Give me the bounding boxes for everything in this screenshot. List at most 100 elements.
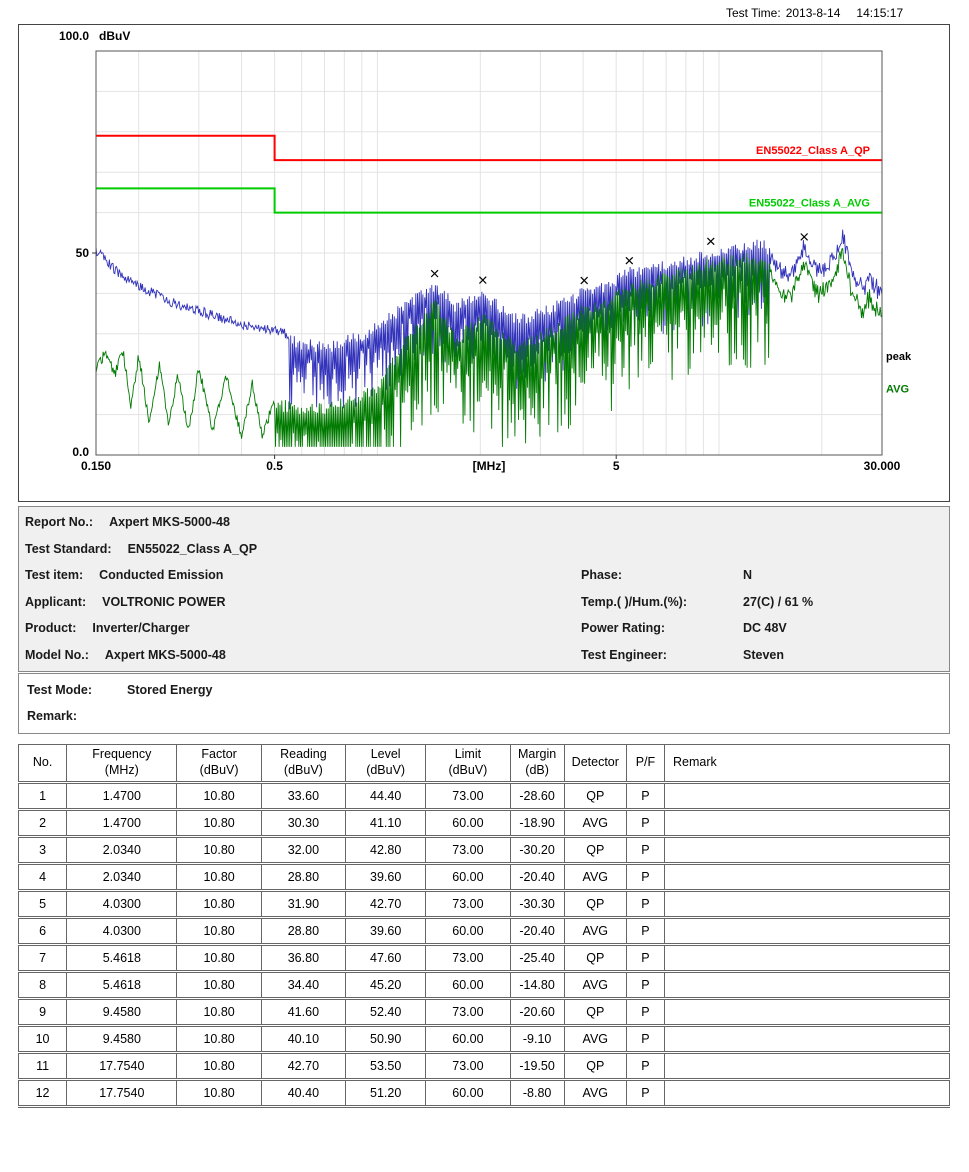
svg-text:50: 50 (76, 246, 90, 260)
table-cell: 1 (17, 782, 68, 811)
info-value: Inverter/Charger (92, 621, 190, 636)
table-header-row: No. Frequency (MHz) Factor (dBuV) Reading (… (17, 744, 950, 784)
table-cell: 31.90 (260, 890, 347, 919)
table-cell: 28.80 (260, 863, 347, 892)
table-cell: 10.80 (176, 944, 262, 973)
chart-panel: EN55022_Class A_QP EN55022_Class A_AVG 100… (18, 24, 950, 502)
table-row: 8 5.4618 10.80 34.40 45.20 60.00 -14.80 AVG P (17, 971, 950, 1000)
table-cell: 10.80 (176, 782, 262, 811)
table-cell: 5.4618 (66, 971, 178, 1000)
table-cell: 73.00 (425, 1052, 511, 1081)
table-header-cell: Margin (dB) (509, 744, 565, 784)
table-row: 10 9.4580 10.80 40.10 50.90 60.00 -9.10 AVG P (17, 1025, 950, 1054)
svg-text:0.150: 0.150 (81, 459, 111, 473)
table-cell: -25.40 (509, 944, 565, 973)
svg-text:0.5: 0.5 (266, 459, 283, 473)
table-cell: 7 (17, 944, 68, 973)
table-cell: 10.80 (176, 998, 262, 1027)
table-cell: 42.70 (345, 890, 427, 919)
table-cell: -30.20 (509, 836, 565, 865)
table-cell: P (625, 971, 666, 1000)
table-cell (664, 809, 950, 838)
table-cell: 60.00 (425, 809, 511, 838)
table-cell: 9.4580 (66, 1025, 178, 1054)
table-cell (664, 917, 950, 946)
table-cell: 10.80 (176, 863, 262, 892)
table-cell: 73.00 (425, 836, 511, 865)
results-table-head: No. Frequency (MHz) Factor (dBuV) Reading (… (17, 744, 950, 784)
info-row: Product: Inverter/Charger Power Rating: … (19, 615, 949, 642)
table-cell: 10.80 (176, 917, 262, 946)
table-cell: -28.60 (509, 782, 565, 811)
table-cell: 2 (17, 809, 68, 838)
table-cell: 4.0300 (66, 890, 178, 919)
table-cell: 10.80 (176, 1025, 262, 1054)
svg-text:dBuV: dBuV (99, 29, 130, 43)
svg-text:100.0: 100.0 (59, 29, 89, 43)
svg-text:EN55022_Class A_AVG: EN55022_Class A_AVG (749, 198, 870, 210)
table-cell: 1.4700 (66, 809, 178, 838)
info-label: Model No.: (25, 647, 89, 662)
table-row: 4 2.0340 10.80 28.80 39.60 60.00 -20.40 AVG P (17, 863, 950, 892)
table-cell: 73.00 (425, 890, 511, 919)
table-cell: -19.50 (509, 1052, 565, 1081)
svg-text:30.000: 30.000 (864, 459, 901, 473)
table-cell: 10.80 (176, 890, 262, 919)
table-cell: 50.90 (345, 1025, 427, 1054)
svg-text:AVG: AVG (886, 383, 909, 395)
info-value: DC 48V (743, 621, 787, 636)
table-cell (664, 1025, 950, 1054)
table-cell: -20.40 (509, 917, 565, 946)
test-mode-panel: Test Mode: Stored Energy Remark: (18, 673, 950, 734)
table-cell: P (625, 1052, 666, 1081)
info-row: Report No.: Axpert MKS-5000-48 (19, 509, 949, 536)
info-label: Applicant: (25, 594, 87, 609)
table-cell: 73.00 (425, 998, 511, 1027)
table-cell: 42.80 (345, 836, 427, 865)
table-cell (664, 890, 950, 919)
table-cell: -18.90 (509, 809, 565, 838)
table-cell: 33.60 (260, 782, 347, 811)
info-label: Test Standard: (25, 541, 112, 556)
table-cell: 60.00 (425, 1025, 511, 1054)
table-row: 5 4.0300 10.80 31.90 42.70 73.00 -30.30 QP P (17, 890, 950, 919)
table-cell: 73.00 (425, 782, 511, 811)
table-cell: 42.70 (260, 1052, 347, 1081)
table-cell: 39.60 (345, 863, 427, 892)
table-cell: 47.60 (345, 944, 427, 973)
table-header-cell: No. (17, 744, 68, 784)
table-row: 12 17.7540 10.80 40.40 51.20 60.00 -8.80 AVG P (17, 1079, 950, 1108)
table-cell (664, 998, 950, 1027)
info-value: Axpert MKS-5000-48 (104, 647, 226, 662)
table-cell: 10.80 (176, 836, 262, 865)
test-time: Test Time: 2013-8-14 14:15:17 (726, 6, 903, 20)
table-cell: -20.60 (509, 998, 565, 1027)
table-cell: QP (563, 836, 627, 865)
table-cell: 60.00 (425, 1079, 511, 1108)
emission-chart: EN55022_Class A_QP EN55022_Class A_AVG 100… (59, 29, 912, 473)
table-cell (664, 1079, 950, 1108)
table-cell: 6 (17, 917, 68, 946)
table-cell: -14.80 (509, 971, 565, 1000)
table-cell: P (625, 944, 666, 973)
info-label: Product: (25, 621, 77, 636)
table-cell: 51.20 (345, 1079, 427, 1108)
table-cell (664, 1052, 950, 1081)
table-cell: P (625, 917, 666, 946)
info-label: Temp.( )/Hum.(%): (581, 594, 688, 609)
table-cell: 2.0340 (66, 863, 178, 892)
svg-text:peak: peak (886, 351, 912, 363)
table-cell (664, 782, 950, 811)
table-row: 1 1.4700 10.80 33.60 44.40 73.00 -28.60 QP P (17, 782, 950, 811)
table-cell: QP (563, 944, 627, 973)
info-row: Model No.: Axpert MKS-5000-48 Test Engin… (19, 642, 949, 669)
table-cell: 9.4580 (66, 998, 178, 1027)
info-row: Applicant: VOLTRONIC POWER Temp.( )/Hum.… (19, 589, 949, 616)
table-cell: AVG (563, 971, 627, 1000)
table-cell: 10.80 (176, 1079, 262, 1108)
table-cell: P (625, 809, 666, 838)
table-cell: 17.7540 (66, 1079, 178, 1108)
table-cell: 40.10 (260, 1025, 347, 1054)
table-cell: -9.10 (509, 1025, 565, 1054)
